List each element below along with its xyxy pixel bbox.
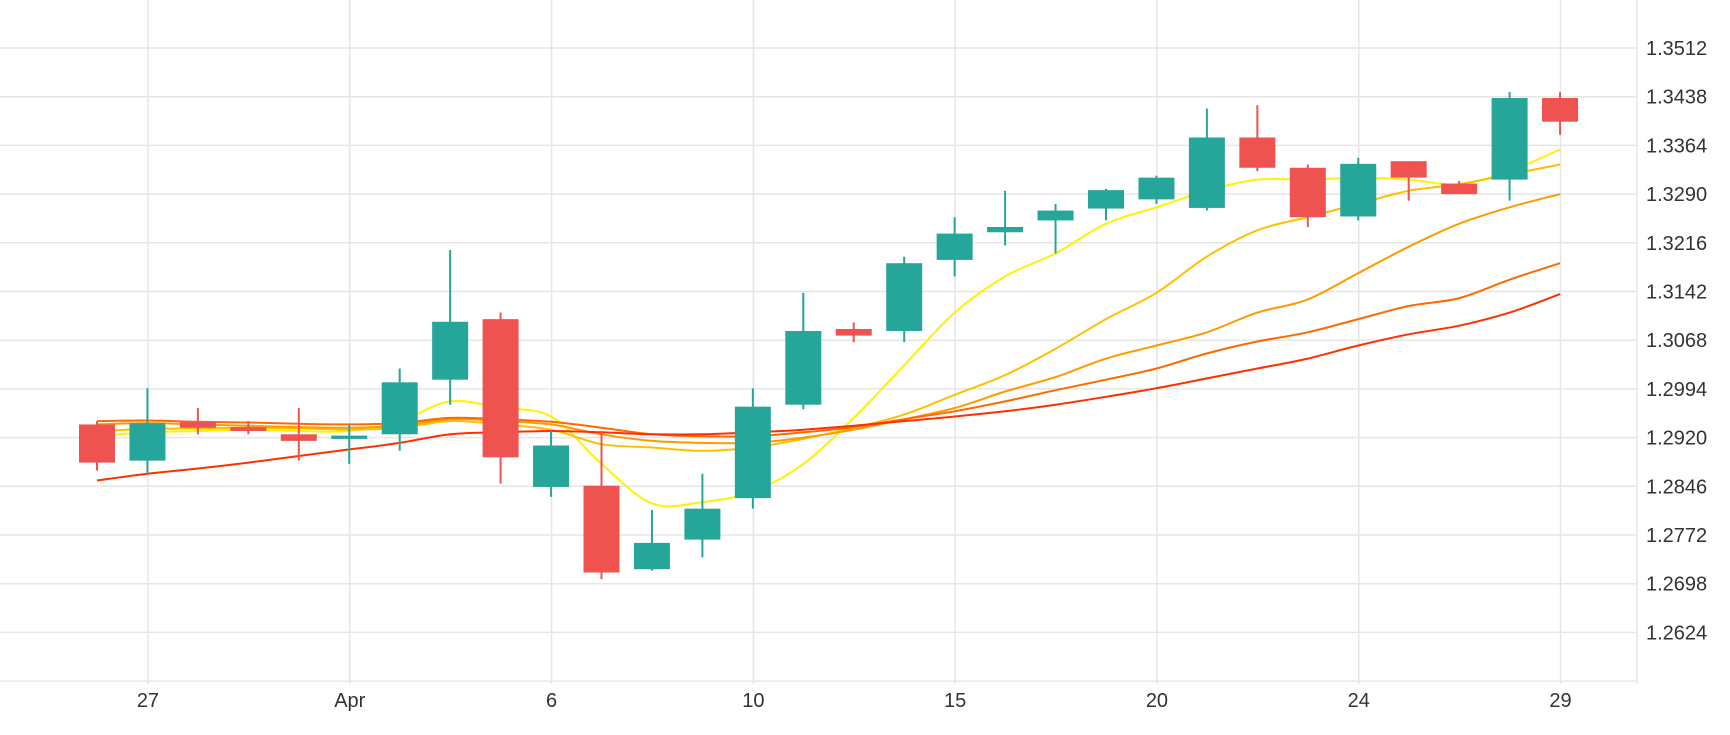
candle-body xyxy=(482,319,519,458)
candle-body xyxy=(381,382,418,435)
candle xyxy=(1037,203,1074,254)
candle xyxy=(987,190,1024,246)
y-tick-label: 1.2994 xyxy=(1646,379,1707,401)
candle-body xyxy=(1037,210,1074,221)
y-tick-label: 1.2920 xyxy=(1646,428,1707,450)
candle-body xyxy=(79,424,115,463)
x-axis-tick-labels: 27 Apr 6 10 15 20 24 29 xyxy=(137,690,1572,712)
y-tick-label: 1.3216 xyxy=(1646,233,1707,255)
candle-body xyxy=(1340,163,1377,217)
candles xyxy=(79,92,1579,580)
candle xyxy=(1289,164,1326,228)
candle xyxy=(1542,92,1579,135)
candle xyxy=(1239,105,1276,172)
candle xyxy=(79,421,115,471)
candle-body xyxy=(633,542,670,570)
x-tick-label: 6 xyxy=(546,690,557,712)
candle xyxy=(633,509,670,571)
candle xyxy=(886,256,923,343)
candle xyxy=(1088,188,1124,221)
y-tick-label: 1.3512 xyxy=(1646,38,1707,60)
y-tick-label: 1.3438 xyxy=(1646,87,1707,109)
candle xyxy=(734,388,771,509)
y-tick-label: 1.2846 xyxy=(1646,476,1707,498)
candle xyxy=(1188,108,1225,211)
y-tick-label: 1.2772 xyxy=(1646,525,1707,547)
candle-body xyxy=(280,434,317,441)
y-gridlines xyxy=(0,0,1637,682)
candle xyxy=(482,312,519,484)
candle xyxy=(331,424,368,464)
candle-body xyxy=(1289,167,1326,218)
candle xyxy=(1340,157,1377,221)
candle xyxy=(381,368,418,451)
candle-body xyxy=(533,445,570,487)
candle-body xyxy=(1441,183,1478,195)
x-tick-label: Apr xyxy=(334,690,365,712)
candle xyxy=(1138,175,1175,204)
candle-body xyxy=(1138,177,1175,200)
candle xyxy=(1441,180,1478,195)
x-tick-label: 29 xyxy=(1549,690,1571,712)
candle-body xyxy=(129,423,166,461)
candle-body xyxy=(1542,98,1579,122)
x-tick-label: 24 xyxy=(1348,690,1370,712)
candle xyxy=(179,407,216,435)
candle-body xyxy=(1239,137,1276,168)
candle xyxy=(280,407,317,461)
candle xyxy=(1390,161,1427,201)
candle xyxy=(835,322,872,343)
candle-body xyxy=(230,427,267,432)
candle xyxy=(432,250,469,405)
y-tick-label: 1.3290 xyxy=(1646,184,1707,206)
candle-body xyxy=(583,485,620,573)
candle-body xyxy=(835,329,872,336)
candle xyxy=(129,388,166,474)
y-tick-label: 1.3142 xyxy=(1646,282,1707,304)
candle xyxy=(1491,92,1528,201)
x-tick-label: 10 xyxy=(742,690,764,712)
candle-body xyxy=(432,321,469,380)
candle xyxy=(230,421,267,435)
candle-body xyxy=(886,263,923,331)
x-tick-label: 15 xyxy=(944,690,966,712)
y-tick-label: 1.3364 xyxy=(1646,135,1707,157)
moving-average-line-4 xyxy=(96,262,1561,438)
candle-body xyxy=(179,421,216,428)
candle-body xyxy=(1491,98,1528,180)
y-tick-label: 1.2698 xyxy=(1646,574,1707,596)
candle-body xyxy=(987,227,1024,233)
candle-body xyxy=(936,233,973,260)
candle xyxy=(533,431,570,497)
x-tick-label: 27 xyxy=(137,690,159,712)
candle-body xyxy=(1390,161,1427,178)
candle xyxy=(936,217,973,277)
candle-body xyxy=(1088,190,1124,209)
candle xyxy=(684,473,721,558)
candle xyxy=(583,431,620,580)
candle-body xyxy=(785,330,822,405)
y-axis-tick-labels: 1.3512 1.3438 1.3364 1.3290 1.3216 1.3142 1.30… xyxy=(1646,38,1707,644)
candle xyxy=(785,292,822,410)
candle-body xyxy=(331,435,368,439)
moving-average-line-3 xyxy=(96,193,1561,445)
y-tick-label: 1.3068 xyxy=(1646,330,1707,352)
x-tick-label: 20 xyxy=(1146,690,1168,712)
candle-body xyxy=(684,508,721,540)
candle-body xyxy=(734,406,771,499)
y-tick-label: 1.2624 xyxy=(1646,622,1707,644)
moving-average-line-5 xyxy=(96,293,1561,482)
candle-body xyxy=(1188,137,1225,208)
